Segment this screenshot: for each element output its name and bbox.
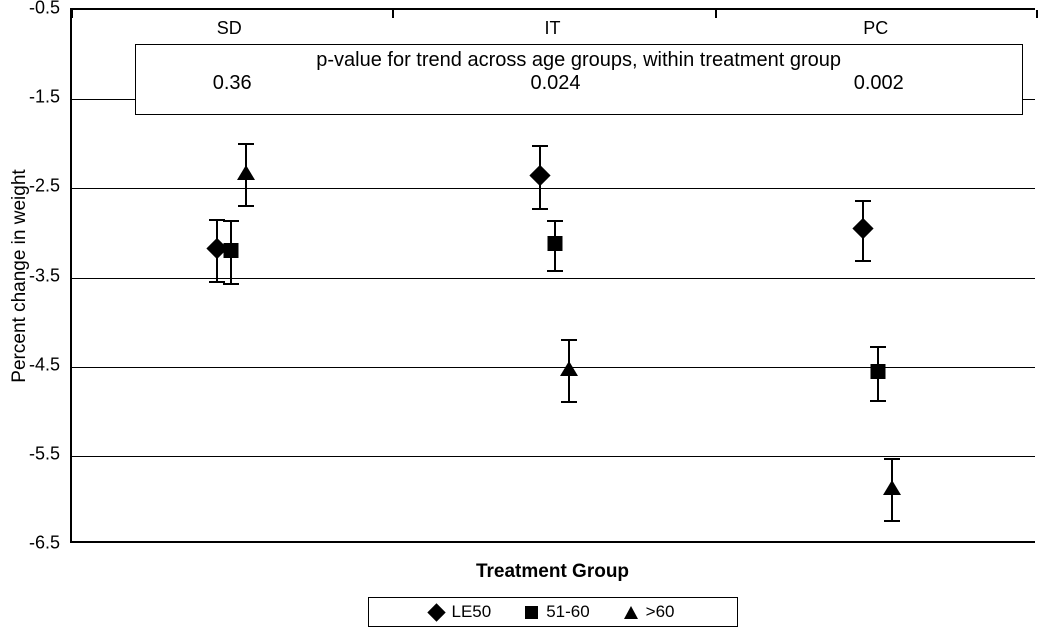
ytick-label: -3.5: [0, 265, 60, 286]
data-point: [870, 364, 885, 384]
legend-item: 51-60: [525, 602, 589, 622]
errorbar-cap: [223, 283, 239, 285]
data-point: [856, 221, 871, 241]
x-axis-label: Treatment Group: [476, 561, 629, 583]
ytick-label: -6.5: [0, 533, 60, 554]
ytick-label: -5.5: [0, 443, 60, 464]
chart-root: Percent change in weight p-value for tre…: [0, 0, 1050, 632]
annotation-values-row: 0.36 0.024 0.002: [136, 72, 1022, 94]
category-label: IT: [545, 18, 561, 39]
legend-label: 51-60: [546, 602, 589, 622]
errorbar-cap: [532, 208, 548, 210]
errorbar-cap: [870, 400, 886, 402]
errorbar-cap: [870, 346, 886, 348]
errorbar-cap: [547, 220, 563, 222]
top-tick: [392, 10, 394, 18]
errorbar-cap: [855, 260, 871, 262]
ytick-label: -4.5: [0, 354, 60, 375]
data-point: [547, 236, 562, 256]
data-point: [883, 480, 901, 500]
data-point: [237, 165, 255, 185]
square-icon: [525, 606, 538, 619]
category-label: SD: [217, 18, 242, 39]
annotation-title: p-value for trend across age groups, wit…: [136, 45, 1022, 72]
data-point: [560, 361, 578, 381]
plot-area: p-value for trend across age groups, wit…: [70, 8, 1035, 543]
errorbar-cap: [238, 143, 254, 145]
errorbar-cap: [547, 270, 563, 272]
legend-item: LE50: [430, 602, 491, 622]
annotation-pvalue: 0.024: [530, 72, 580, 95]
errorbar-cap: [855, 200, 871, 202]
legend-label: >60: [646, 602, 675, 622]
diamond-icon: [428, 603, 446, 621]
data-point: [209, 241, 224, 261]
ytick-label: -0.5: [0, 0, 60, 19]
top-tick: [1036, 10, 1038, 18]
legend-label: LE50: [451, 602, 491, 622]
legend: LE50 51-60 >60: [368, 597, 738, 627]
annotation-pvalue: 0.36: [213, 72, 252, 95]
errorbar-cap: [884, 458, 900, 460]
gridline: [72, 188, 1035, 189]
ytick-label: -1.5: [0, 87, 60, 108]
errorbar-cap: [884, 520, 900, 522]
errorbar-cap: [238, 205, 254, 207]
errorbar-cap: [561, 339, 577, 341]
top-tick: [71, 10, 73, 18]
ytick-label: -2.5: [0, 176, 60, 197]
gridline: [72, 367, 1035, 368]
legend-item: >60: [624, 602, 675, 622]
category-label: PC: [863, 18, 888, 39]
data-point: [533, 168, 548, 188]
annotation-box: p-value for trend across age groups, wit…: [135, 44, 1023, 115]
errorbar-cap: [532, 145, 548, 147]
data-point: [224, 243, 239, 263]
errorbar-cap: [223, 220, 239, 222]
errorbar-cap: [561, 401, 577, 403]
triangle-icon: [624, 606, 638, 619]
top-tick: [715, 10, 717, 18]
annotation-pvalue: 0.002: [854, 72, 904, 95]
